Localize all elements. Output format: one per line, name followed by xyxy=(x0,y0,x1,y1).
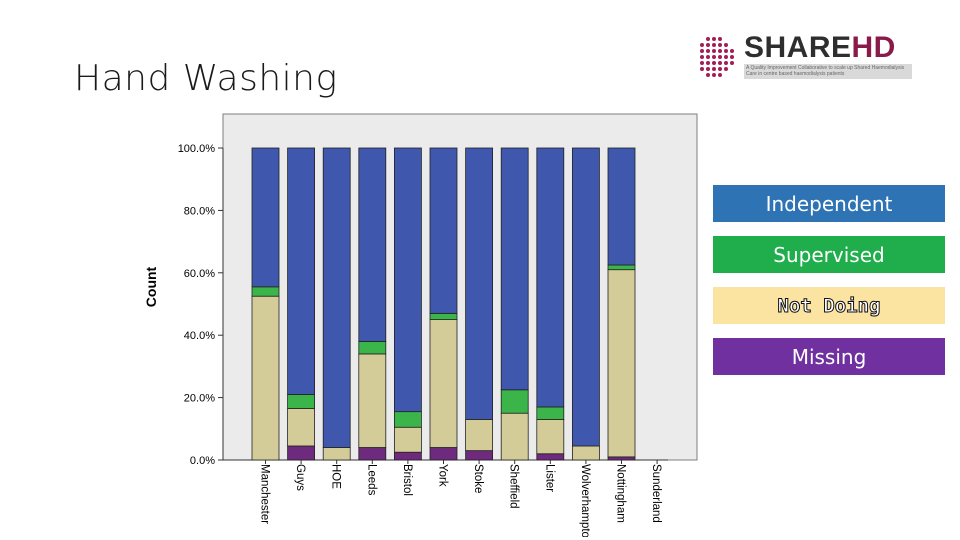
logo-name: SHAREHD xyxy=(744,33,896,63)
y-tick-label: 80.0% xyxy=(184,205,215,217)
bars xyxy=(251,147,636,461)
bar-segment-independent xyxy=(358,147,387,342)
bar-segment-not-doing xyxy=(500,412,529,461)
legend-not-doing: Not Doing xyxy=(713,287,945,324)
legend-independent: Independent xyxy=(713,185,945,222)
x-category-label: Stoke xyxy=(472,464,484,493)
bar-segment-not-doing xyxy=(251,295,280,461)
bar-segment-not-doing xyxy=(287,408,316,447)
x-category-label: Guys xyxy=(294,464,306,491)
sharehd-dots-icon xyxy=(700,37,734,77)
bar-segment-supervised xyxy=(607,264,636,271)
bar-segment-missing xyxy=(429,447,458,461)
slide-title: Hand Washing xyxy=(74,58,338,99)
bar-segment-not-doing xyxy=(571,445,600,461)
stacked-bar-chart: 0.0% 20.0% 40.0% 60.0% 80.0% 100.0% Mancheste… xyxy=(130,112,700,537)
x-category-label: York xyxy=(437,464,449,487)
bar-segment-independent xyxy=(251,147,280,288)
bar-segment-independent xyxy=(322,147,351,448)
legend-supervised: Supervised xyxy=(713,236,945,273)
legend-missing: Missing xyxy=(713,338,945,375)
bar-segment-independent xyxy=(393,147,422,413)
bar-segment-supervised xyxy=(358,341,387,355)
bar-segment-not-doing xyxy=(429,319,458,448)
y-axis: 0.0% 20.0% 40.0% 60.0% 80.0% 100.0% xyxy=(178,143,223,467)
y-axis-title: Count xyxy=(143,266,159,307)
y-tick-label: 20.0% xyxy=(184,393,215,405)
bar-segment-missing xyxy=(287,445,316,461)
bar-segment-missing xyxy=(358,447,387,461)
bar-segment-missing xyxy=(465,450,494,461)
bar-segment-independent xyxy=(571,147,600,447)
bar-segment-supervised xyxy=(536,406,565,420)
logo-name-share: SHARE xyxy=(744,31,852,64)
bar-segment-not-doing xyxy=(607,269,636,458)
bar-segment-supervised xyxy=(251,286,280,297)
bar-segment-supervised xyxy=(429,312,458,321)
bar-segment-independent xyxy=(465,147,494,420)
bar-segment-independent xyxy=(429,147,458,314)
bar-segment-missing xyxy=(536,453,565,461)
bar-segment-not-doing xyxy=(322,447,351,461)
y-tick-label: 40.0% xyxy=(184,330,215,342)
y-tick-label: 0.0% xyxy=(190,455,215,467)
x-axis-labels: Manchester Guys HOE Leeds Bristol York Stoke Sh… xyxy=(259,460,662,537)
bar-segment-independent xyxy=(287,147,316,395)
sharehd-logo: SHAREHD A Quality Improvement Collaborat… xyxy=(692,33,917,81)
x-category-label: Leeds xyxy=(365,464,377,496)
x-category-label: Sheffield xyxy=(508,464,520,509)
logo-name-hd: HD xyxy=(851,31,896,64)
bar-segment-not-doing xyxy=(536,419,565,455)
x-category-label: HOE xyxy=(330,464,342,489)
x-category-label: Nottingham xyxy=(615,464,627,523)
bar-segment-not-doing xyxy=(358,353,387,448)
x-category-label: Manchester xyxy=(259,464,271,524)
x-category-label: Bristol xyxy=(401,464,413,496)
bar-segment-supervised xyxy=(500,389,529,414)
y-tick-label: 60.0% xyxy=(184,268,215,280)
bar-segment-not-doing xyxy=(465,419,494,452)
bar-segment-supervised xyxy=(393,411,422,428)
bar-segment-not-doing xyxy=(393,426,422,453)
bar-segment-independent xyxy=(536,147,565,408)
x-category-label: Wolverhampton xyxy=(579,464,591,537)
bar-segment-independent xyxy=(607,147,636,266)
bar-segment-supervised xyxy=(287,394,316,409)
y-tick-label: 100.0% xyxy=(178,143,216,155)
bar-segment-independent xyxy=(500,147,529,391)
bar-segment-missing xyxy=(393,451,422,461)
x-category-label: Sunderland xyxy=(650,464,662,523)
bar-segment-missing xyxy=(607,456,636,461)
logo-tagline: A Quality Improvement Collaborative to s… xyxy=(744,64,912,79)
x-category-label: Lister xyxy=(543,464,555,492)
